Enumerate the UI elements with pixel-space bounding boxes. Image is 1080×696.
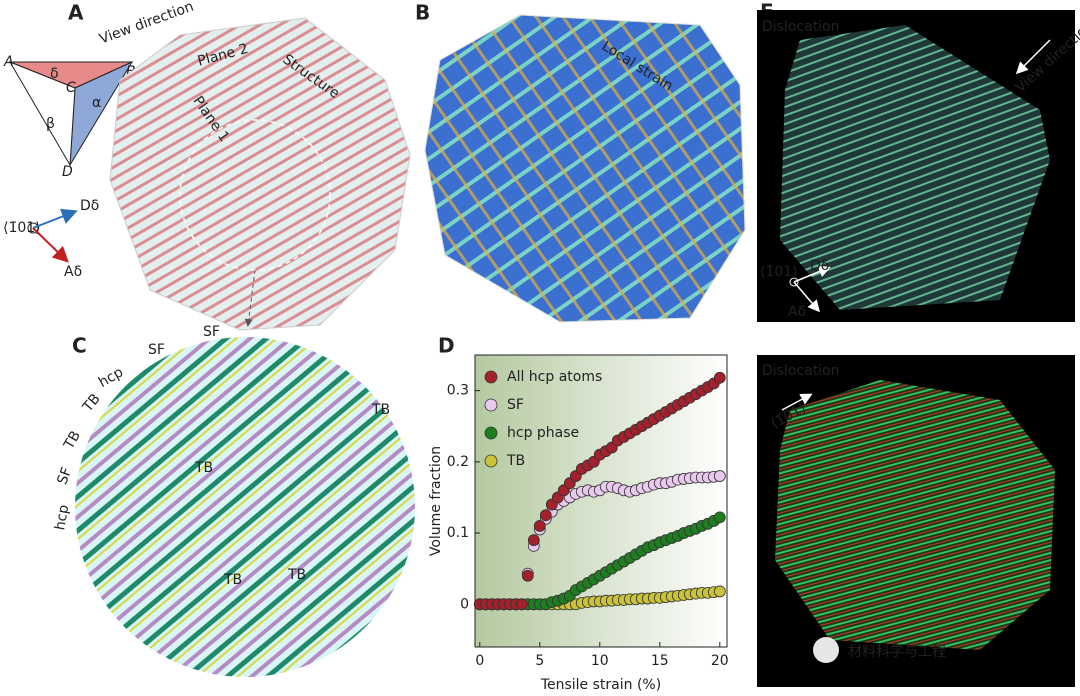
axis-label: Aδ (788, 304, 806, 320)
defect-label: SF (54, 465, 75, 486)
data-point (521, 569, 534, 582)
x-tick-label: 20 (711, 653, 729, 669)
panel-letter: C (72, 334, 87, 358)
legend-label: TB (506, 453, 525, 469)
greek: α (92, 95, 101, 111)
structure-image (109, 17, 411, 331)
axis-label: ⟨1̄01⟩ (760, 264, 798, 280)
legend-marker (484, 398, 498, 412)
defect-label: TB (194, 460, 213, 476)
defect-label: TB (223, 572, 242, 588)
wechat-icon (813, 637, 839, 663)
defect-image (75, 337, 415, 677)
defect-label: TB (371, 402, 390, 418)
y-axis-title: Volume fraction (428, 446, 444, 556)
axis-symbol (789, 277, 799, 287)
defect-label: hcp (52, 503, 72, 531)
data-point (713, 585, 726, 598)
defect-label: SF (148, 342, 165, 358)
defect-label: hcp (96, 364, 126, 391)
axis-label: Dδ (810, 258, 829, 274)
greek: β (46, 116, 55, 132)
legend-marker (484, 370, 498, 384)
arrow (244, 269, 256, 327)
data-point (713, 511, 726, 524)
axis-symbol (27, 222, 39, 234)
y-tick-label: 0.1 (447, 525, 469, 541)
x-tick-label: 0 (475, 653, 484, 669)
arrow (793, 265, 831, 283)
data-point (527, 534, 540, 547)
legend-label: SF (507, 397, 524, 413)
data-point (713, 470, 726, 482)
x-tick-label: 15 (651, 653, 669, 669)
data-point (515, 598, 528, 611)
y-tick-label: 0.3 (447, 383, 469, 399)
dislocation-image (775, 380, 1055, 650)
arrow (793, 281, 820, 313)
arrow (781, 393, 813, 411)
x-axis-title: Tensile strain (%) (540, 677, 661, 693)
vertex: C (66, 80, 76, 96)
tetra-face (8, 60, 76, 167)
panel-title: Dislocation (762, 19, 840, 35)
axis-label: ⟨1̄01⟩ (3, 220, 41, 236)
strain-image (424, 14, 746, 323)
vertex: A (3, 54, 14, 70)
y-tick-label: 0.2 (447, 454, 469, 470)
panel-title: Dislocation (762, 363, 840, 379)
legend-marker (484, 426, 498, 440)
arrow (32, 227, 69, 263)
panel-letter: B (415, 1, 430, 25)
dislocation-image (780, 25, 1050, 310)
panel-letter: A (68, 1, 84, 25)
y-tick-label: 0 (460, 596, 469, 612)
watermark: 材料科学与工程 (848, 644, 946, 660)
legend-marker (484, 454, 498, 468)
legend-label: All hcp atoms (507, 369, 602, 385)
axis-label: Dδ (80, 198, 99, 214)
vertex: D (62, 164, 73, 180)
axis-label: Aδ (64, 264, 82, 280)
data-point (713, 371, 726, 384)
arrow (1015, 39, 1051, 75)
x-tick-label: 5 (535, 653, 544, 669)
data-point (539, 509, 552, 522)
defect-label: TB (79, 391, 104, 416)
defect-label: TB (287, 567, 306, 583)
data-point (533, 520, 546, 532)
arrow (32, 208, 78, 229)
legend-label: hcp phase (507, 425, 579, 441)
chart: 0 0.1 0.2 0.3 0 5 10 15 20 Tensile strain (%) Volu… (428, 354, 729, 693)
greek: δ (50, 66, 59, 82)
defect-label: SF (203, 324, 220, 340)
x-tick-label: 10 (591, 653, 609, 669)
panel-letter: D (438, 334, 455, 358)
defect-label: TB (61, 428, 84, 453)
